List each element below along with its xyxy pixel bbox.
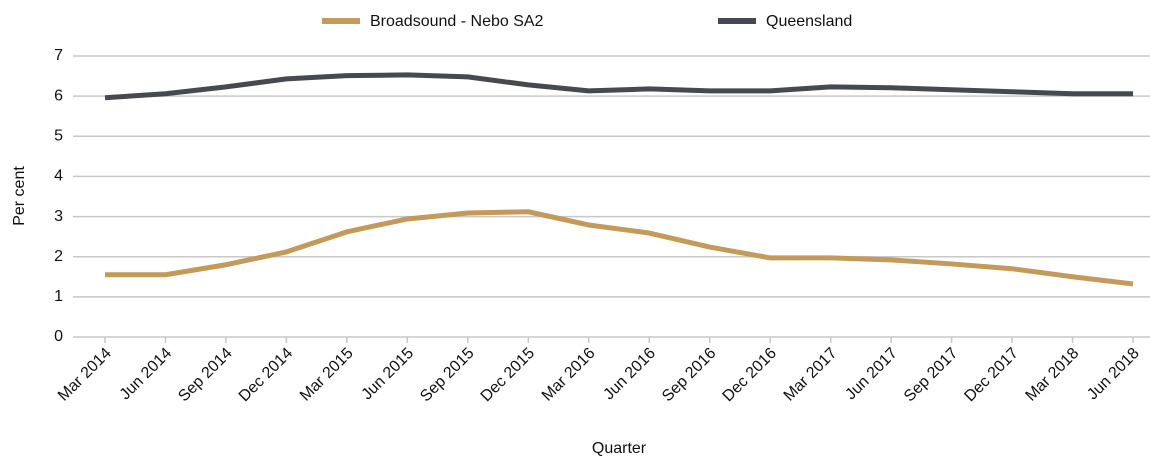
x-tick-label: Mar 2017 (781, 345, 841, 405)
x-tick-label: Dec 2016 (720, 345, 781, 406)
x-tick-label: Dec 2015 (478, 345, 539, 406)
x-tick-label: Dec 2014 (236, 345, 297, 406)
series-line (105, 209, 1134, 287)
x-tick-label: Mar 2015 (297, 345, 357, 405)
x-tick-label: Sep 2016 (659, 345, 720, 406)
x-tick-label: Mar 2016 (539, 345, 599, 405)
y-tick-label: 3 (54, 208, 63, 225)
legend-label: Queensland (766, 13, 852, 30)
x-tick-label: Jun 2016 (600, 345, 659, 404)
x-tick-label: Sep 2015 (417, 345, 478, 406)
y-tick-label: 1 (54, 288, 63, 305)
x-tick-label: Dec 2017 (961, 345, 1022, 406)
x-tick-label: Sep 2014 (175, 345, 236, 406)
y-axis-label: Per cent (11, 166, 28, 226)
x-axis-label: Quarter (592, 440, 647, 457)
legend-label: Broadsound - Nebo SA2 (370, 13, 544, 30)
y-tick-label: 6 (54, 87, 63, 104)
x-tick-label: Jun 2015 (359, 345, 418, 404)
y-tick-label: 4 (54, 168, 63, 185)
series-line (104, 72, 1133, 101)
y-tick-label: 5 (54, 128, 63, 145)
y-tick-label: 2 (54, 248, 63, 265)
x-tick-label: Jun 2018 (1084, 345, 1143, 404)
x-tick-label: Sep 2017 (901, 345, 962, 406)
x-tick-label: Mar 2014 (55, 345, 115, 405)
x-tick-label: Mar 2018 (1023, 345, 1083, 405)
x-tick-label: Jun 2014 (117, 345, 176, 404)
y-tick-label: 0 (54, 328, 63, 345)
y-tick-label: 7 (54, 47, 63, 64)
x-tick-label: Jun 2017 (842, 345, 901, 404)
